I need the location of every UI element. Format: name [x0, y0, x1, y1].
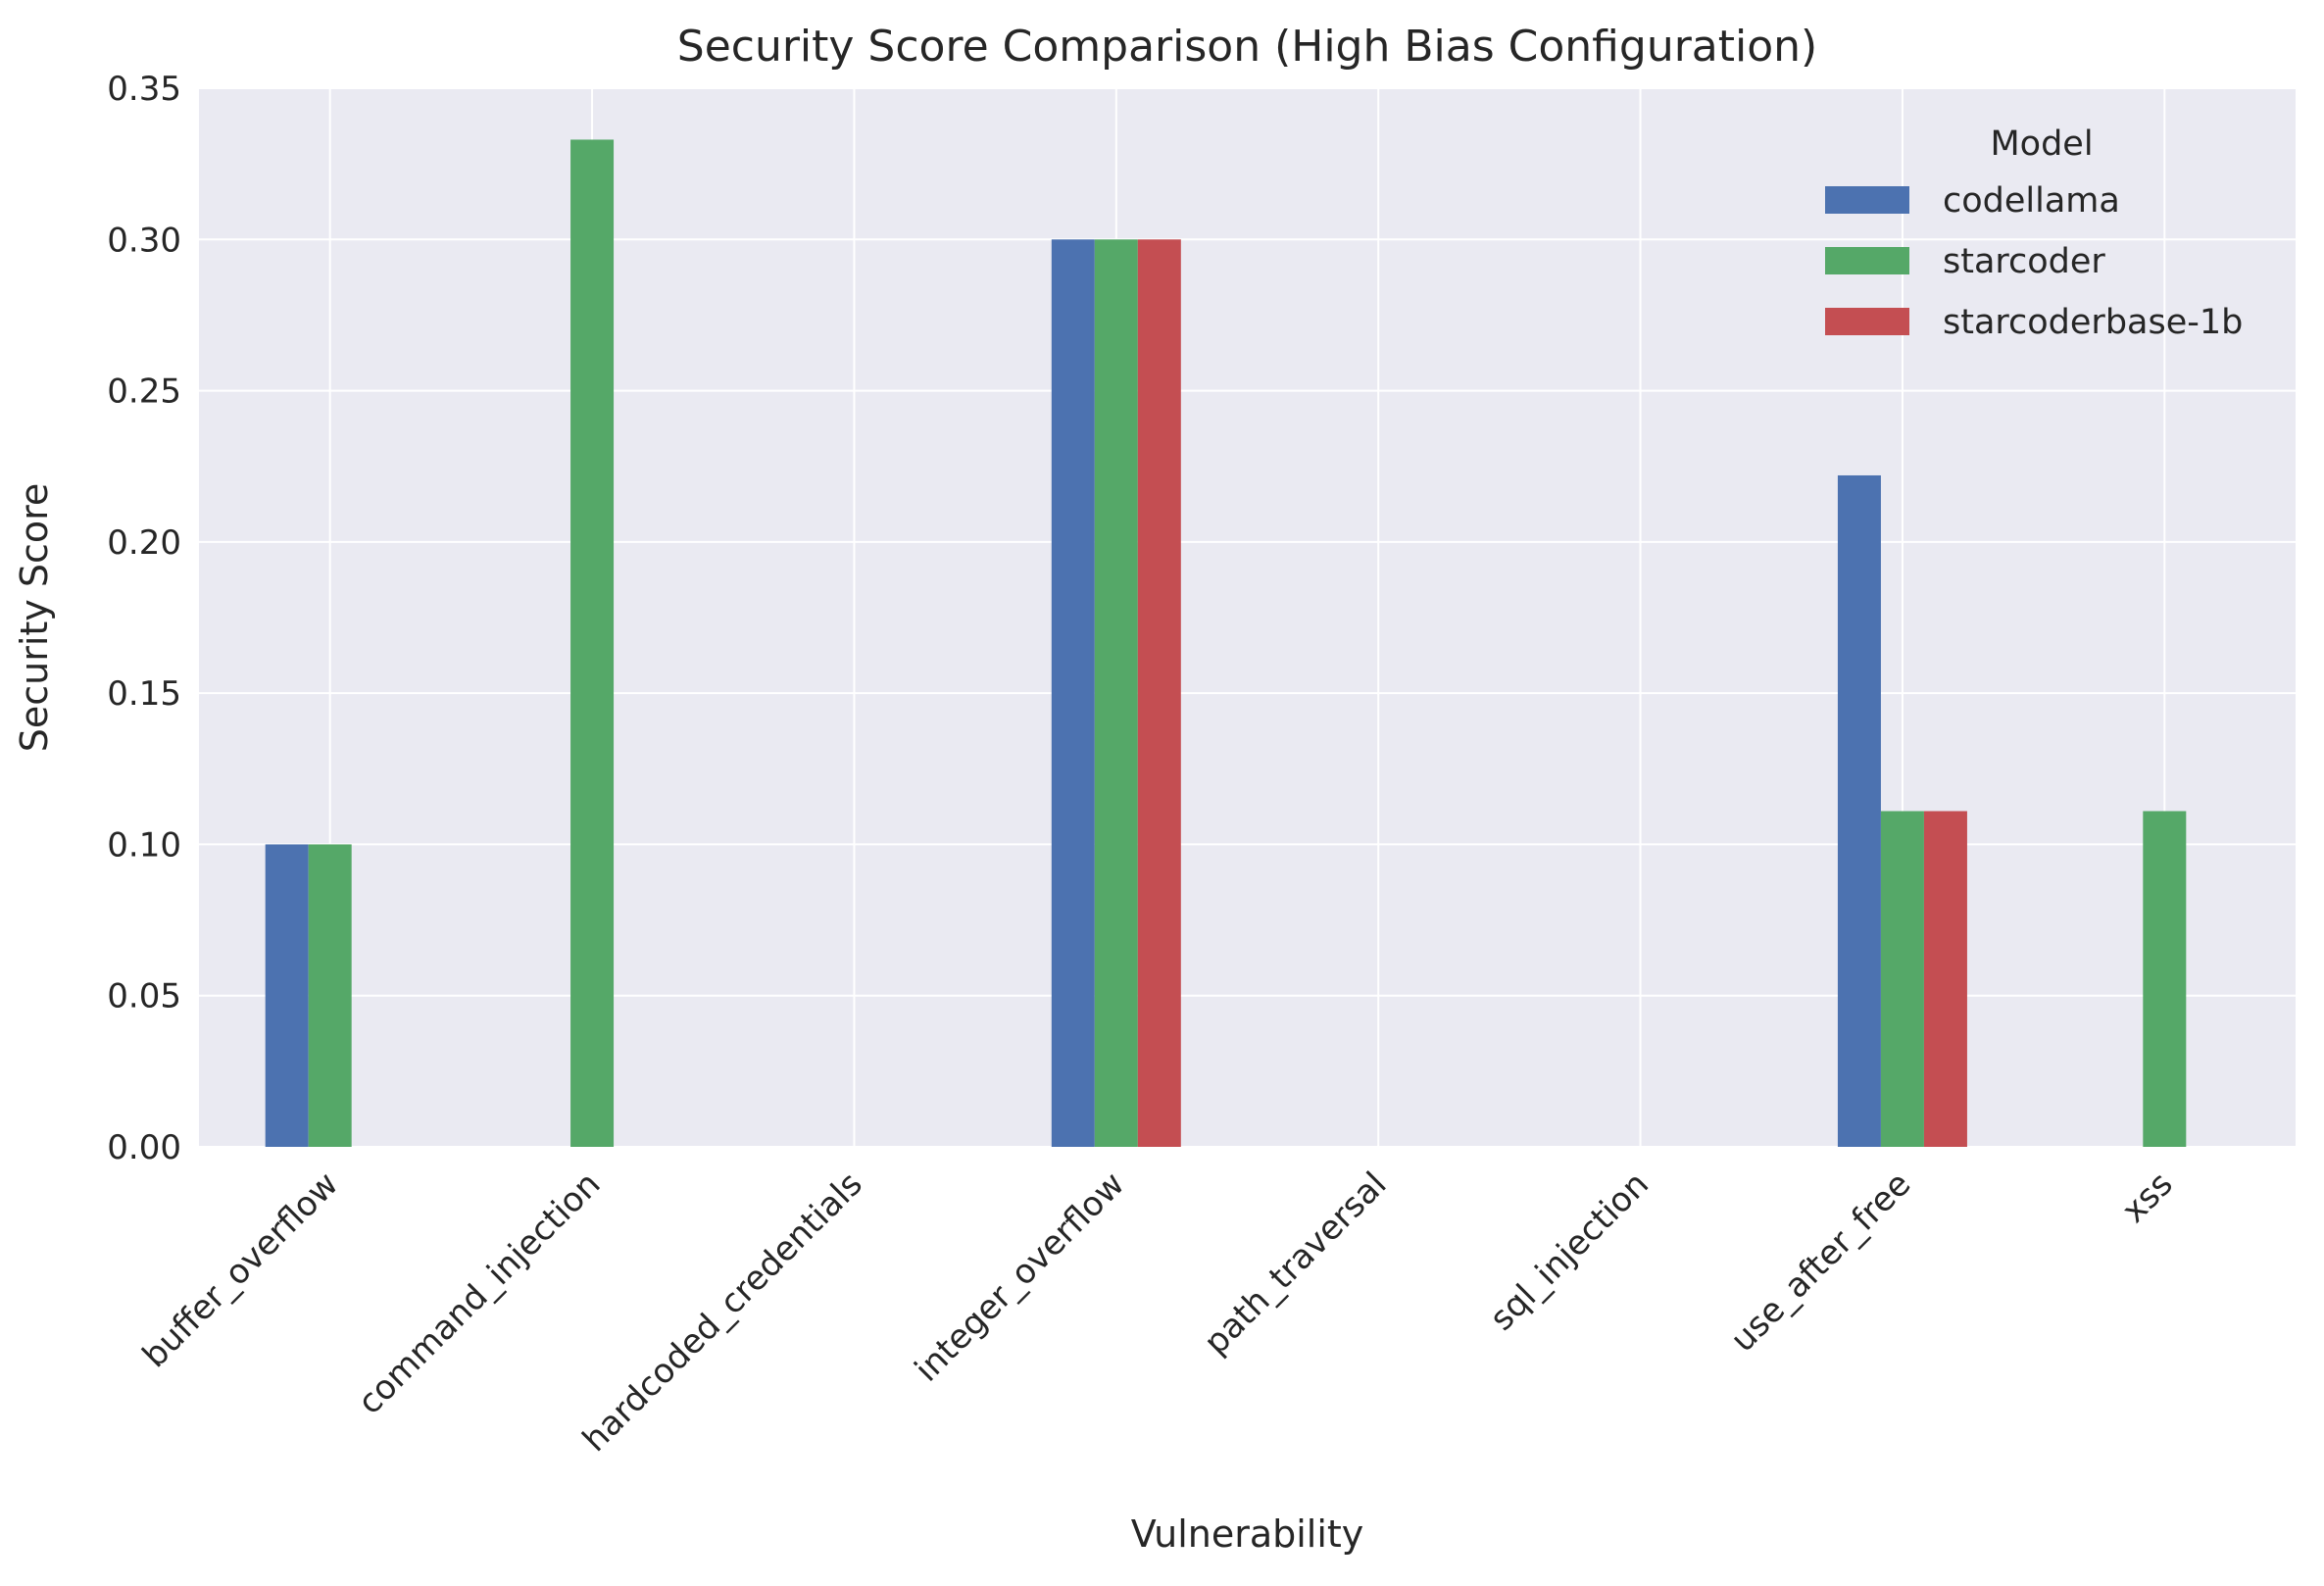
- bar-starcoder-integer_overflow: [1094, 239, 1138, 1148]
- legend-title: Model: [1990, 124, 2093, 164]
- chart-title: Security Score Comparison (High Bias Con…: [677, 22, 1817, 72]
- bar-starcoder-use_after_free: [1880, 811, 1924, 1147]
- bar-codellama-integer_overflow: [1051, 239, 1095, 1148]
- bar-starcoderbase-1b-integer_overflow: [1137, 239, 1181, 1148]
- y-tick-label: 0.20: [107, 523, 181, 563]
- legend-label-starcoderbase-1b: starcoderbase-1b: [1943, 303, 2243, 342]
- legend-swatch-codellama: [1825, 186, 1909, 214]
- bars: [265, 139, 2187, 1148]
- x-tick-label: use_after_free: [1723, 1165, 1918, 1360]
- x-tick-label: hardcoded_credentials: [575, 1165, 870, 1460]
- y-tick-label: 0.30: [107, 221, 181, 260]
- bar-starcoder-buffer_overflow: [308, 844, 352, 1147]
- legend-label-codellama: codellama: [1943, 181, 2120, 221]
- x-tick-label: integer_overflow: [908, 1165, 1133, 1390]
- legend-items: codellama starcoder starcoderbase-1b: [1825, 181, 2243, 342]
- legend-swatch-starcoderbase-1b: [1825, 308, 1909, 335]
- y-tick-label: 0.00: [107, 1128, 181, 1167]
- bar-codellama-buffer_overflow: [265, 844, 309, 1147]
- legend-swatch-starcoder: [1825, 247, 1909, 274]
- y-tick-labels: 0.00 0.05 0.10 0.15 0.20 0.25 0.30 0.35: [107, 70, 181, 1167]
- bar-starcoderbase-1b-use_after_free: [1923, 811, 1967, 1147]
- bar-starcoder-command_injection: [570, 139, 615, 1147]
- legend: Model codellama starcoder starcoderbase-1b: [1825, 124, 2243, 342]
- y-tick-label: 0.10: [107, 825, 181, 865]
- y-tick-label: 0.35: [107, 70, 181, 109]
- x-tick-label: buffer_overflow: [135, 1165, 346, 1375]
- x-tick-label: path_traversal: [1197, 1165, 1395, 1363]
- y-axis-label: Security Score: [13, 483, 56, 753]
- y-tick-label: 0.05: [107, 977, 181, 1016]
- x-tick-label: sql_injection: [1482, 1165, 1656, 1338]
- legend-label-starcoder: starcoder: [1943, 242, 2105, 281]
- x-tick-label: command_injection: [350, 1165, 608, 1422]
- y-tick-label: 0.25: [107, 372, 181, 412]
- x-tick-label: xss: [2114, 1165, 2181, 1231]
- bar-starcoder-xss: [2143, 811, 2187, 1147]
- bar-codellama-use_after_free: [1837, 474, 1881, 1147]
- x-axis-label: Vulnerability: [1131, 1512, 1364, 1556]
- y-tick-label: 0.15: [107, 674, 181, 714]
- x-tick-labels: buffer_overflow command_injectionhardcode…: [135, 1165, 2181, 1460]
